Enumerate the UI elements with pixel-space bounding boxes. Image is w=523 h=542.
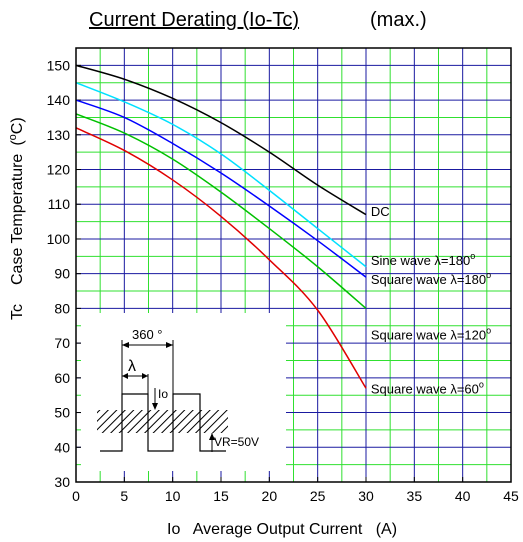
- x-tick-label: 20: [262, 488, 278, 504]
- x-tick-label: 5: [120, 488, 128, 504]
- series-annotation-1: DC: [371, 204, 390, 219]
- x-tick-label: 15: [213, 488, 229, 504]
- series-line-3: [75, 99, 367, 278]
- series-line-5: [75, 127, 367, 389]
- series-lines: [75, 64, 367, 389]
- series-annotation-5: Square wave λ=60o: [371, 379, 484, 396]
- chart-title: Current Derating (Io-Tc): [89, 9, 299, 31]
- series-annotation-2: Sine wave λ=180o: [371, 251, 475, 268]
- x-tick-label: 35: [407, 488, 423, 504]
- y-tick-label: 60: [54, 370, 70, 386]
- hatched-band: [97, 410, 228, 433]
- io-arrowhead: [152, 403, 158, 410]
- y-tick-label: 40: [54, 439, 70, 455]
- y-tick-label: 50: [54, 405, 70, 421]
- vr-label: VR=50V: [214, 435, 259, 449]
- y-axis-symbol: Tc: [9, 304, 26, 320]
- period-arrowhead-right: [166, 342, 173, 348]
- lambda-arrowhead-right: [142, 373, 148, 379]
- x-tick-label: 0: [72, 488, 80, 504]
- period-arrowhead-left: [122, 342, 129, 348]
- x-tick-label: 40: [455, 488, 471, 504]
- x-tick-label: 45: [503, 488, 519, 504]
- square-waveform: [100, 393, 226, 452]
- y-axis-label: Case Temperature(oC): [7, 117, 26, 285]
- series-line-4: [75, 113, 367, 309]
- lambda-arrowhead-left: [122, 373, 128, 379]
- y-tick-label: 150: [47, 57, 71, 73]
- y-tick-label: 100: [47, 231, 71, 247]
- y-tick-label: 140: [47, 92, 71, 108]
- period-label: 360 °: [132, 327, 163, 342]
- io-label: Io: [158, 387, 168, 401]
- series-annotation-3: Square wave λ=180o: [371, 270, 491, 287]
- y-tick-label: 70: [54, 335, 70, 351]
- x-tick-label: 25: [310, 488, 326, 504]
- y-tick-label: 120: [47, 162, 71, 178]
- y-tick-label: 90: [54, 266, 70, 282]
- series-annotations: DC Sine wave λ=180o Square wave λ=180o Squa…: [371, 204, 491, 396]
- plot-frame: [75, 47, 512, 483]
- series-annotation-4: Square wave λ=120o: [371, 325, 491, 342]
- y-tick-label: 130: [47, 127, 71, 143]
- y-tick-label: 110: [48, 196, 71, 212]
- inset-panel: [81, 313, 286, 471]
- x-tick-label: 10: [165, 488, 181, 504]
- chart-title-suffix: (max.): [370, 9, 427, 31]
- series-line-1: [75, 64, 367, 216]
- waveform-inset: 360 ° λ Io VR=50V: [81, 313, 286, 471]
- lambda-label: λ: [128, 358, 136, 375]
- x-axis-label: Io Average Output Current (A): [167, 521, 397, 538]
- x-tick-label: 30: [358, 488, 374, 504]
- y-tick-label: 30: [54, 474, 70, 490]
- series-line-2: [75, 82, 367, 268]
- vr-arrowhead: [209, 433, 215, 440]
- axis-ticks: 0 5 10 15 20 25 30 35 40 45 30 40 50 60 70 80 90 100 110 12…: [47, 57, 519, 504]
- y-tick-label: 80: [54, 300, 70, 316]
